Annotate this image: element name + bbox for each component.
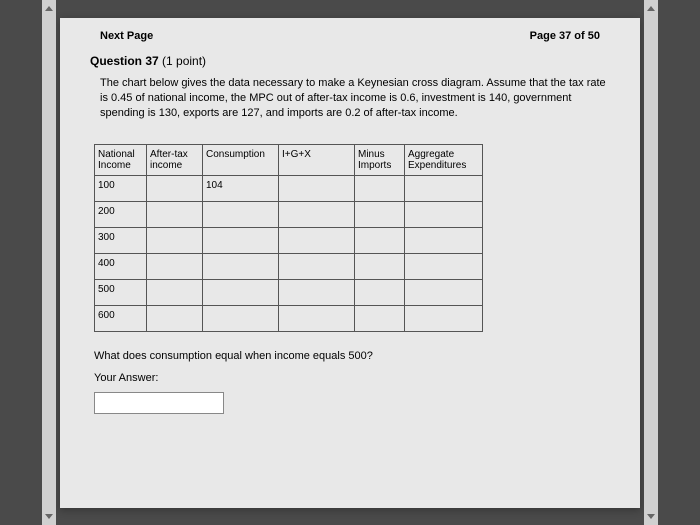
question-points: (1 point) <box>159 54 206 68</box>
question-description: The chart below gives the data necessary… <box>90 76 610 122</box>
table-row: 400 <box>95 253 483 279</box>
table-cell <box>355 227 405 253</box>
table-cell <box>279 305 355 331</box>
table-cell <box>279 175 355 201</box>
answer-input[interactable] <box>94 392 224 414</box>
scroll-down-icon <box>647 514 655 519</box>
table-header: Consumption <box>203 144 279 175</box>
page-content: Next Page Page 37 of 50 Question 37 (1 p… <box>60 18 640 508</box>
table-cell <box>355 253 405 279</box>
table-header: I+G+X <box>279 144 355 175</box>
answer-label: Your Answer: <box>90 372 610 384</box>
table-cell <box>279 279 355 305</box>
table-cell <box>147 253 203 279</box>
table-cell: 200 <box>95 201 147 227</box>
table-header: After-tax income <box>147 144 203 175</box>
page-indicator: Page 37 of 50 <box>530 30 600 42</box>
table-cell: 300 <box>95 227 147 253</box>
table-cell: 500 <box>95 279 147 305</box>
table-cell <box>405 227 483 253</box>
question-title: Question 37 (1 point) <box>90 54 610 68</box>
table-header: Minus Imports <box>355 144 405 175</box>
table-cell <box>147 279 203 305</box>
page-header: Next Page Page 37 of 50 <box>90 30 610 42</box>
table-cell <box>203 201 279 227</box>
table-row: 200 <box>95 201 483 227</box>
table-cell <box>355 279 405 305</box>
scroll-up-icon <box>647 6 655 11</box>
table-cell <box>355 201 405 227</box>
table-cell <box>203 279 279 305</box>
table-cell <box>405 305 483 331</box>
scroll-down-icon <box>45 514 53 519</box>
data-table: National Income After-tax income Consump… <box>94 144 483 332</box>
sub-question-text: What does consumption equal when income … <box>90 350 610 362</box>
scrollbar-right[interactable] <box>644 0 658 525</box>
table-cell <box>147 227 203 253</box>
table-cell <box>355 305 405 331</box>
next-page-link[interactable]: Next Page <box>100 30 153 42</box>
table-cell <box>279 227 355 253</box>
table-cell <box>203 305 279 331</box>
table-header: National Income <box>95 144 147 175</box>
table-cell <box>405 175 483 201</box>
question-number: Question 37 <box>90 54 159 68</box>
table-cell <box>405 201 483 227</box>
table-cell <box>203 253 279 279</box>
table-cell: 100 <box>95 175 147 201</box>
table-cell <box>405 279 483 305</box>
table-row: 600 <box>95 305 483 331</box>
scrollbar-left[interactable] <box>42 0 56 525</box>
scroll-up-icon <box>45 6 53 11</box>
table-cell <box>279 201 355 227</box>
table-cell <box>279 253 355 279</box>
table-cell <box>203 227 279 253</box>
table-row: 300 <box>95 227 483 253</box>
table-cell: 104 <box>203 175 279 201</box>
table-cell: 400 <box>95 253 147 279</box>
table-cell <box>147 201 203 227</box>
table-row: 500 <box>95 279 483 305</box>
table-header-row: National Income After-tax income Consump… <box>95 144 483 175</box>
table-cell <box>405 253 483 279</box>
table-cell <box>355 175 405 201</box>
table-header: Aggregate Expenditures <box>405 144 483 175</box>
table-row: 100 104 <box>95 175 483 201</box>
table-cell: 600 <box>95 305 147 331</box>
table-cell <box>147 305 203 331</box>
table-cell <box>147 175 203 201</box>
